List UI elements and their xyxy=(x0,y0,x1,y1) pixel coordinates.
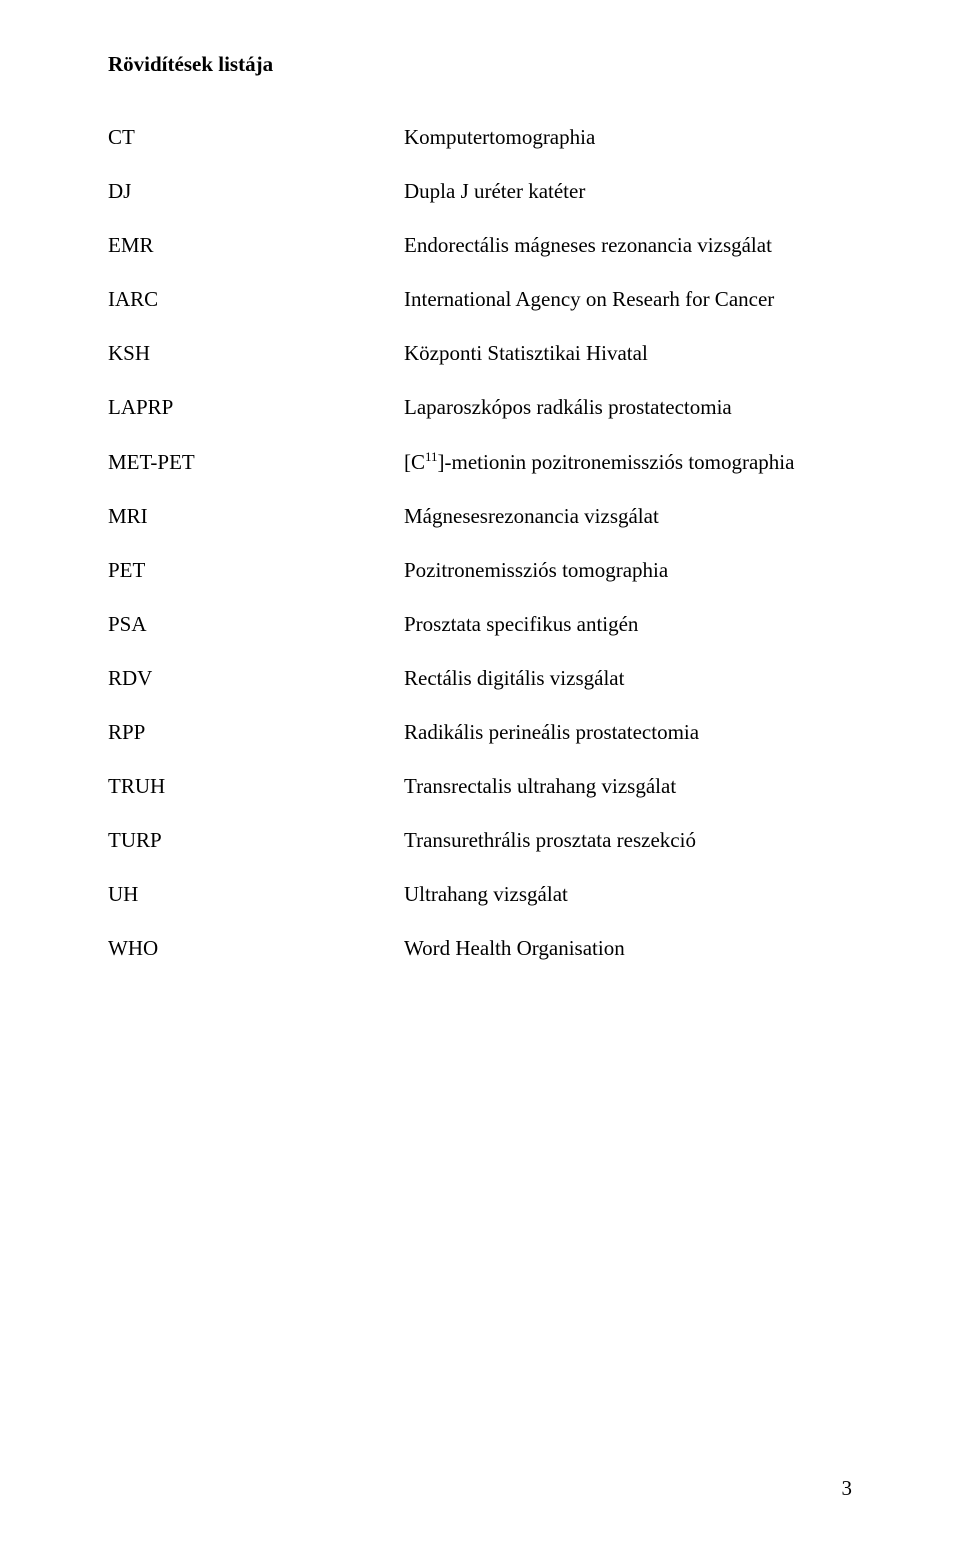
abbrev-key: TRUH xyxy=(108,774,404,799)
abbrev-value: International Agency on Researh for Canc… xyxy=(404,287,774,312)
abbrev-value: Transrectalis ultrahang vizsgálat xyxy=(404,774,676,799)
abbrev-row: LAPRP Laparoszkópos radkális prostatecto… xyxy=(108,395,852,420)
abbrev-key: TURP xyxy=(108,828,404,853)
abbrev-key: IARC xyxy=(108,287,404,312)
abbrev-value: Központi Statisztikai Hivatal xyxy=(404,341,648,366)
abbrev-row: PET Pozitronemissziós tomographia xyxy=(108,558,852,583)
abbrev-value: Word Health Organisation xyxy=(404,936,625,961)
abbrev-key: RDV xyxy=(108,666,404,691)
abbreviation-list: CT Komputertomographia DJ Dupla J uréter… xyxy=(108,125,852,990)
abbrev-value-suffix: ]-metionin pozitronemissziós tomographia xyxy=(438,450,795,474)
abbrev-row: MET-PET [C11]-metionin pozitronemissziós… xyxy=(108,449,852,475)
abbrev-key: PET xyxy=(108,558,404,583)
abbrev-value: Mágnesesrezonancia vizsgálat xyxy=(404,504,659,529)
abbrev-value: Endorectális mágneses rezonancia vizsgál… xyxy=(404,233,772,258)
abbrev-row: CT Komputertomographia xyxy=(108,125,852,150)
abbrev-value: Transurethrális prosztata reszekció xyxy=(404,828,696,853)
abbrev-row: TRUH Transrectalis ultrahang vizsgálat xyxy=(108,774,852,799)
abbrev-row: TURP Transurethrális prosztata reszekció xyxy=(108,828,852,853)
abbrev-value: Ultrahang vizsgálat xyxy=(404,882,568,907)
abbrev-key: CT xyxy=(108,125,404,150)
abbrev-value: Rectális digitális vizsgálat xyxy=(404,666,624,691)
abbrev-key: MRI xyxy=(108,504,404,529)
abbrev-value: Radikális perineális prostatectomia xyxy=(404,720,699,745)
abbrev-row: WHO Word Health Organisation xyxy=(108,936,852,961)
abbrev-key: LAPRP xyxy=(108,395,404,420)
abbrev-value: Laparoszkópos radkális prostatectomia xyxy=(404,395,732,420)
abbrev-row: UH Ultrahang vizsgálat xyxy=(108,882,852,907)
abbrev-row: KSH Központi Statisztikai Hivatal xyxy=(108,341,852,366)
abbrev-row: MRI Mágnesesrezonancia vizsgálat xyxy=(108,504,852,529)
abbrev-row: IARC International Agency on Researh for… xyxy=(108,287,852,312)
page-title: Rövidítések listája xyxy=(108,52,852,77)
abbrev-row: PSA Prosztata specifikus antigén xyxy=(108,612,852,637)
page-number: 3 xyxy=(842,1476,853,1501)
abbrev-row: DJ Dupla J uréter katéter xyxy=(108,179,852,204)
abbrev-key: PSA xyxy=(108,612,404,637)
abbrev-value: [C11]-metionin pozitronemissziós tomogra… xyxy=(404,449,794,475)
abbrev-key: RPP xyxy=(108,720,404,745)
abbrev-row: EMR Endorectális mágneses rezonancia viz… xyxy=(108,233,852,258)
abbrev-key: KSH xyxy=(108,341,404,366)
abbrev-value-sup: 11 xyxy=(425,449,438,464)
abbrev-key: DJ xyxy=(108,179,404,204)
abbrev-key: UH xyxy=(108,882,404,907)
abbrev-row: RPP Radikális perineális prostatectomia xyxy=(108,720,852,745)
abbrev-value-prefix: [C xyxy=(404,450,425,474)
abbrev-value: Komputertomographia xyxy=(404,125,595,150)
abbrev-value: Prosztata specifikus antigén xyxy=(404,612,638,637)
abbrev-key: EMR xyxy=(108,233,404,258)
abbrev-row: RDV Rectális digitális vizsgálat xyxy=(108,666,852,691)
abbrev-key: MET-PET xyxy=(108,450,404,475)
abbrev-key: WHO xyxy=(108,936,404,961)
abbrev-value: Pozitronemissziós tomographia xyxy=(404,558,668,583)
abbrev-value: Dupla J uréter katéter xyxy=(404,179,585,204)
